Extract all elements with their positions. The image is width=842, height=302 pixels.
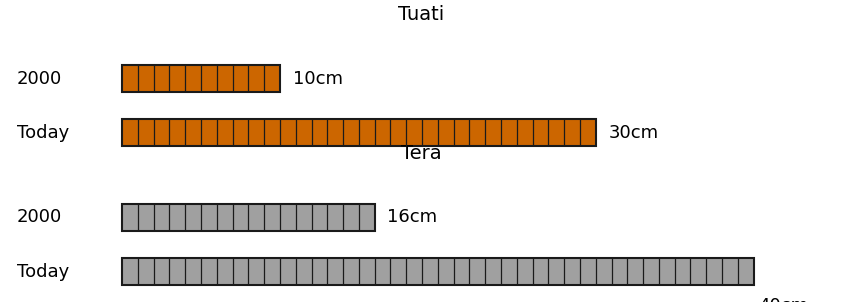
Text: 2000: 2000 <box>17 69 62 88</box>
Bar <box>122 65 280 92</box>
Text: 16cm: 16cm <box>387 208 438 226</box>
Bar <box>122 204 375 231</box>
Text: 10cm: 10cm <box>293 69 343 88</box>
Text: 30cm: 30cm <box>608 124 658 142</box>
Bar <box>122 258 754 285</box>
Text: 40cm: 40cm <box>758 297 808 302</box>
Text: Today: Today <box>17 124 69 142</box>
Text: Today: Today <box>17 263 69 281</box>
Text: Tuati: Tuati <box>398 5 444 24</box>
Text: Tera: Tera <box>401 144 441 163</box>
Bar <box>122 119 596 146</box>
Text: 2000: 2000 <box>17 208 62 226</box>
